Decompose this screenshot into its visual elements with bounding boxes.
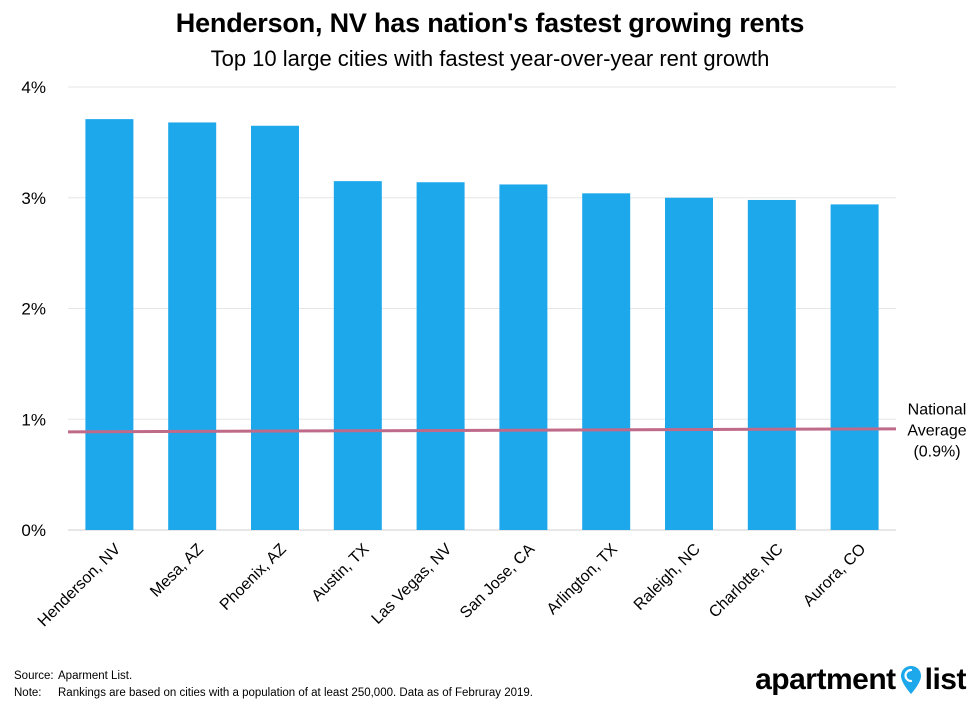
x-category-label: Raleigh, NC [631,541,704,614]
x-category-label: Phoenix, AZ [217,541,290,614]
chart-subtitle: Top 10 large cities with fastest year-ov… [210,46,770,71]
national-average-line: National Average (0.9%) [67,401,967,460]
bar [582,193,631,530]
y-tick-label: 1% [21,410,46,429]
national-average-label: National [908,401,967,418]
bar [499,184,548,530]
bar [251,125,299,530]
x-category-label: San Jose, CA [457,541,538,622]
x-category-label: Aurora, CO [800,541,869,610]
y-tick-label: 3% [21,189,46,208]
source-note: Source: Aparment List. [14,670,132,682]
bar-chart: National Average (0.9%) 0% 1% 2% 3% 4% Henders… [21,78,967,631]
bar [830,204,879,530]
x-category-label: Mesa, AZ [147,541,207,601]
y-tick-label: 0% [21,521,46,540]
apartment-list-logo: apartment list [755,660,966,700]
y-axis-ticks: 0% 1% 2% 3% 4% [21,78,46,540]
x-category-label: Henderson, NV [35,541,125,631]
x-category-label: Las Vegas, NV [369,541,456,628]
y-tick-label: 4% [21,78,46,97]
note-key: Note: [14,687,42,699]
bar [85,119,134,531]
location-pin-icon [900,666,921,694]
x-category-label: Charlotte, NC [706,541,787,622]
bar [416,182,465,530]
footnote: Note: Rankings are based on cities with a… [14,687,533,699]
x-category-label: Arlington, TX [544,541,621,618]
x-category-label: Austin, TX [309,541,373,605]
national-average-label: (0.9%) [913,443,960,460]
bar [747,199,796,530]
chart-title: Henderson, NV has nation's fastest growi… [175,8,805,38]
source-key: Source: [14,670,54,682]
source-text: Aparment List. [58,670,133,682]
y-tick-label: 2% [21,300,46,319]
bar [168,122,217,530]
bars [85,119,879,531]
logo-word-list: list [924,663,967,696]
bar [333,181,382,530]
x-axis-categories: Henderson, NV Mesa, AZ Phoenix, AZ Austin, … [35,541,870,631]
national-average-label: Average [907,422,966,439]
bar [665,197,713,530]
logo-word-apartment: apartment [755,663,896,696]
note-text: Rankings are based on cities with a popu… [58,687,533,699]
reference-line [67,427,897,434]
